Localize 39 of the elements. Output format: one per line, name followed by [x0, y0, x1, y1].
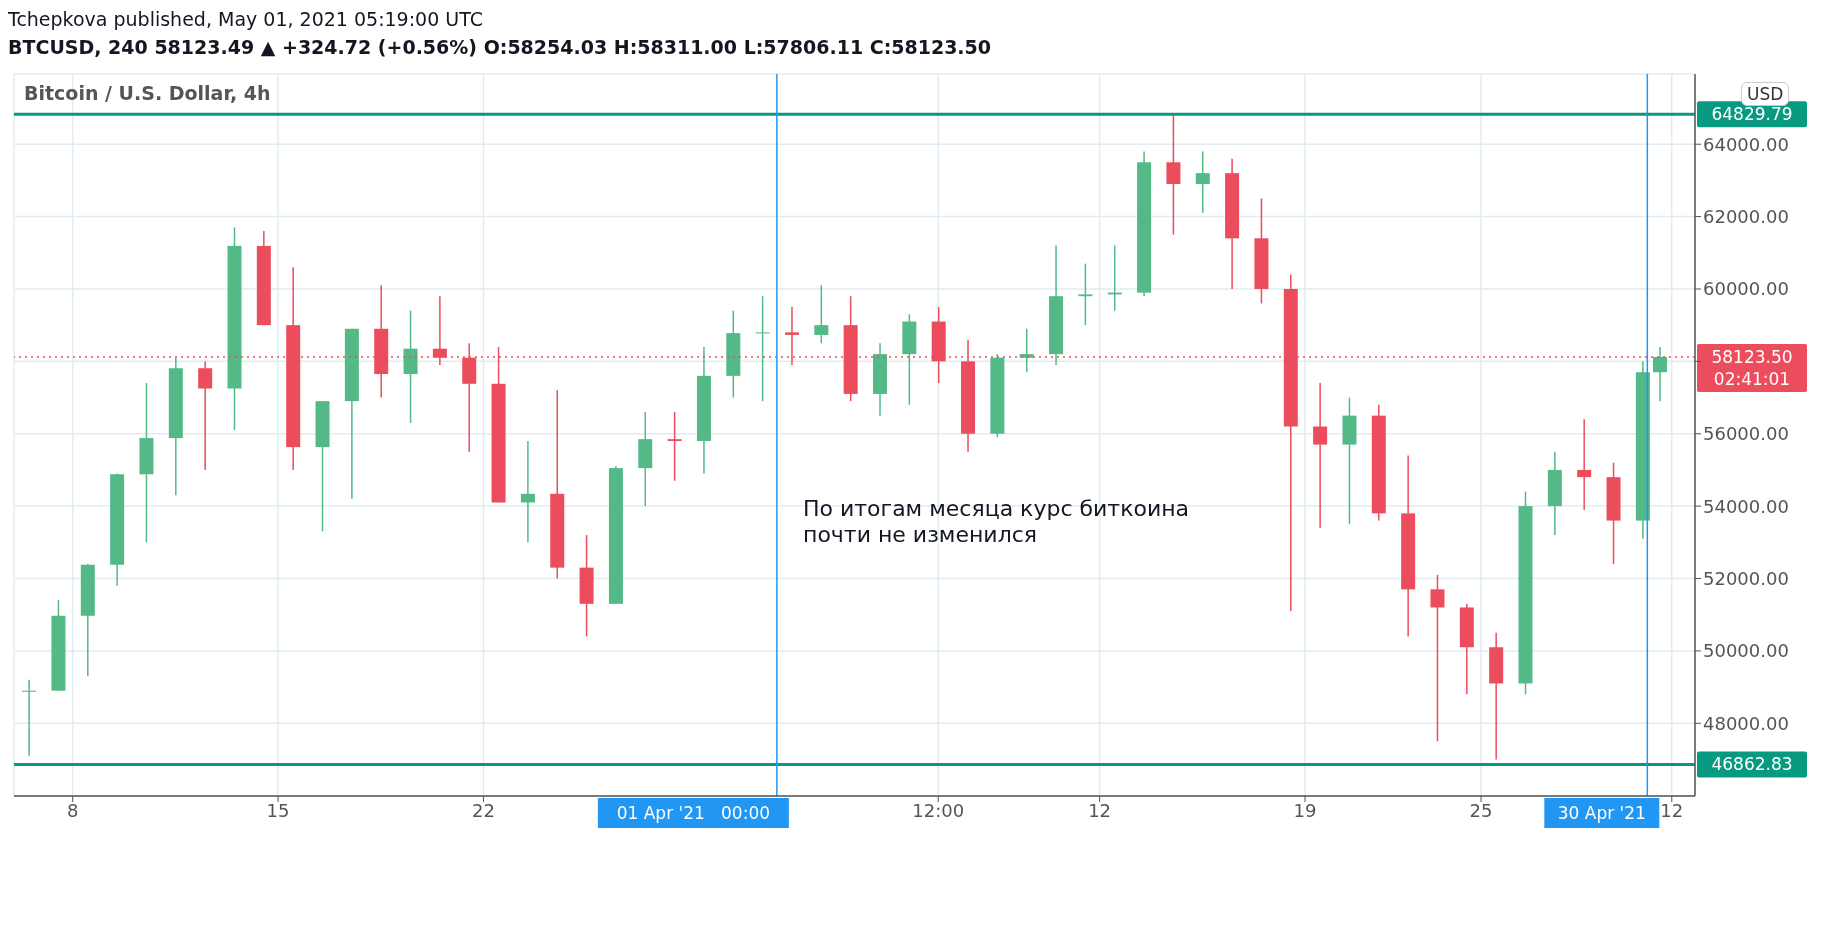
ref-line-label: 01 Apr '21 00:00 [616, 803, 771, 823]
y-tick-label: 52000.00 [1703, 567, 1789, 589]
x-tick-label: 22 [472, 799, 495, 821]
y-tick-label: 50000.00 [1703, 640, 1789, 662]
ref-line-label: 30 Apr '21 [1557, 803, 1646, 823]
candlestick [1577, 418, 1592, 511]
x-tick-label: 12 [1088, 799, 1112, 821]
x-tick-label: 12:00 [912, 799, 965, 821]
candlestick [1430, 574, 1445, 743]
ref-line-label: 58123.50 02:41:01 [1711, 346, 1793, 389]
candlestick [1652, 346, 1667, 402]
candlestick [520, 440, 535, 544]
candlestick [814, 284, 829, 345]
candlestick [22, 679, 37, 757]
x-tick-label: 12 [1660, 799, 1684, 821]
annotation: По итогам месяца курс биткоина почти не изменился [803, 496, 1190, 549]
candlestick [1078, 262, 1093, 326]
candlestick [1019, 328, 1034, 373]
y-tick-label: 62000.00 [1703, 205, 1789, 227]
x-tick-label: 15 [266, 799, 290, 821]
candlestick [1195, 150, 1210, 214]
x-tick-label: 19 [1293, 799, 1317, 821]
chart-subtitle: BTCUSD, 240 58123.49 ▲ +324.72 (+0.56%) O:58254.03 H:58311.00 L:57806.11 C:58123.50 [8, 36, 993, 60]
text: USD [1747, 84, 1784, 104]
candlestick [1313, 382, 1328, 529]
chart-title: Tchepkova published, May 01, 2021 05:19:00 UTC [8, 8, 484, 32]
annotation: Bitcoin / U.S. Dollar, 4h [24, 82, 271, 105]
y-tick-label: 64000.00 [1703, 133, 1789, 155]
x-tick-label: 8 [66, 799, 79, 821]
x-tick-label: 25 [1469, 799, 1493, 821]
candlestick [755, 295, 770, 402]
ref-line-label: 46862.83 [1711, 754, 1793, 775]
y-tick-label: 60000.00 [1703, 278, 1789, 300]
candlestick [198, 360, 213, 471]
y-tick-label: 56000.00 [1703, 423, 1789, 445]
y-tick-label: 54000.00 [1703, 495, 1789, 517]
candlestick [667, 411, 682, 482]
y-tick-label: 48000.00 [1703, 712, 1789, 734]
ref-line-label: 64829.79 [1711, 104, 1793, 125]
